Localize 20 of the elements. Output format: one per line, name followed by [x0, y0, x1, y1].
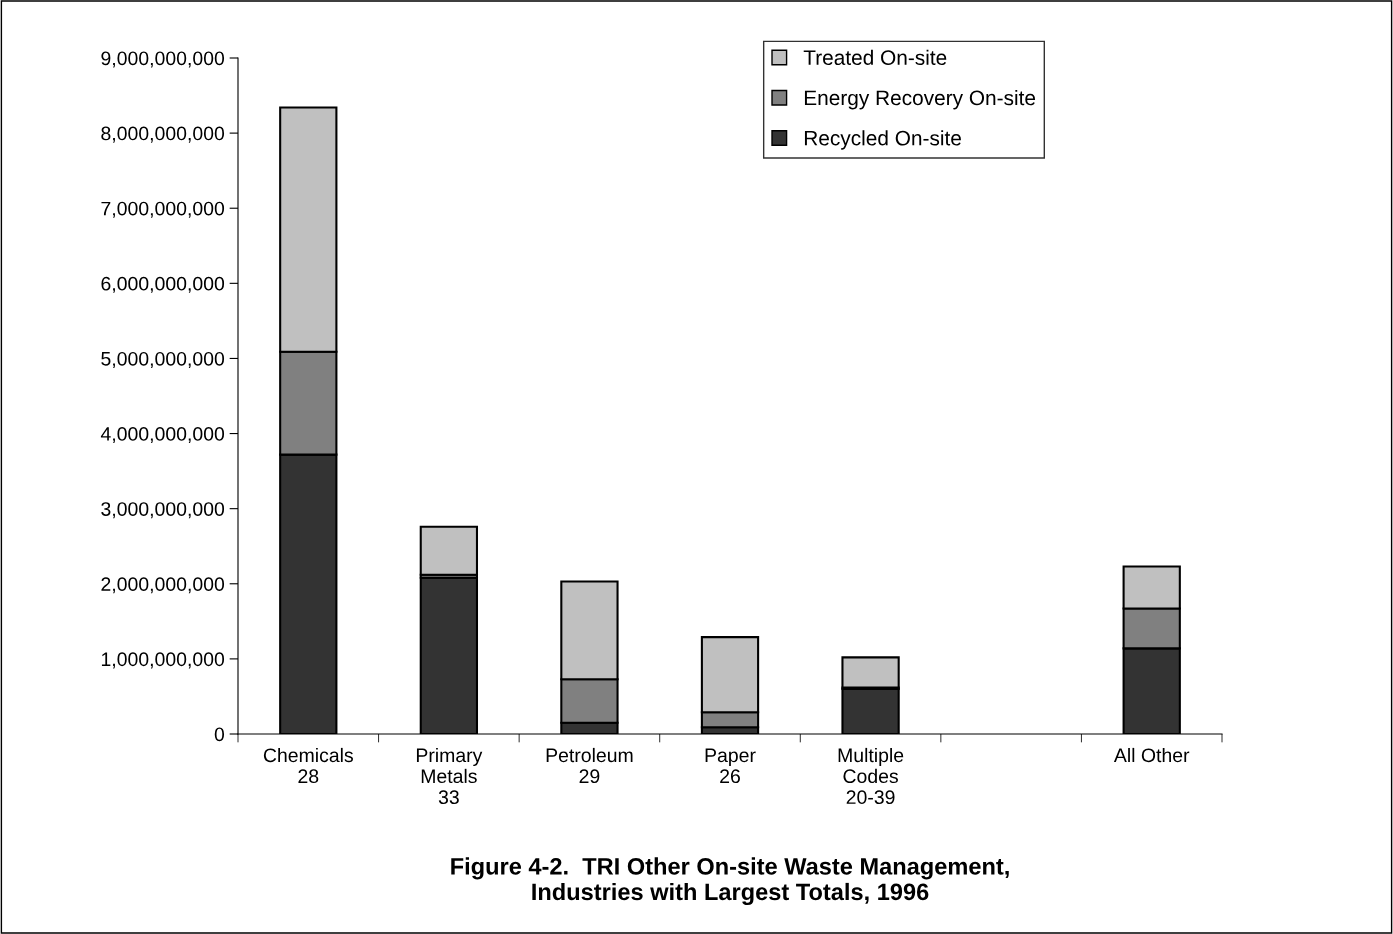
y-tick-label: 4,000,000,000	[100, 427, 225, 444]
y-tick-label: 7,000,000,000	[101, 201, 225, 218]
y-tick-label: 9,000,000,000	[101, 51, 225, 68]
y-tick-label: 1,000,000,000	[101, 652, 225, 669]
x-tick-label: Paper 26	[705, 748, 756, 784]
y-tick-label: 5,000,000,000	[101, 351, 225, 368]
y-tick-label: 2,000,000,000	[101, 577, 225, 594]
y-tick-label: 8,000,000,000	[101, 126, 225, 143]
x-tick-label: Multiple Codes 20-39	[838, 747, 904, 805]
legend-label: Recycled On-site	[804, 130, 961, 150]
legend-label: Treated On-site	[803, 49, 947, 66]
x-tick-label: Petroleum 29	[546, 747, 633, 784]
x-tick-label: Chemicals 28	[263, 747, 353, 784]
legend-label: Energy Recovery On-site	[804, 89, 1036, 110]
y-tick-label: 0	[214, 727, 225, 742]
x-tick-label: All Other	[1113, 747, 1190, 763]
y-tick-label: 3,000,000,000	[101, 502, 225, 519]
y-tick-label: 6,000,000,000	[101, 276, 225, 293]
x-tick-label: Primary Metals 33	[416, 747, 483, 805]
text: Figure 4-2. TRI Other On-site Waste Management, Industries with Largest Totals, 1996	[451, 857, 1009, 905]
